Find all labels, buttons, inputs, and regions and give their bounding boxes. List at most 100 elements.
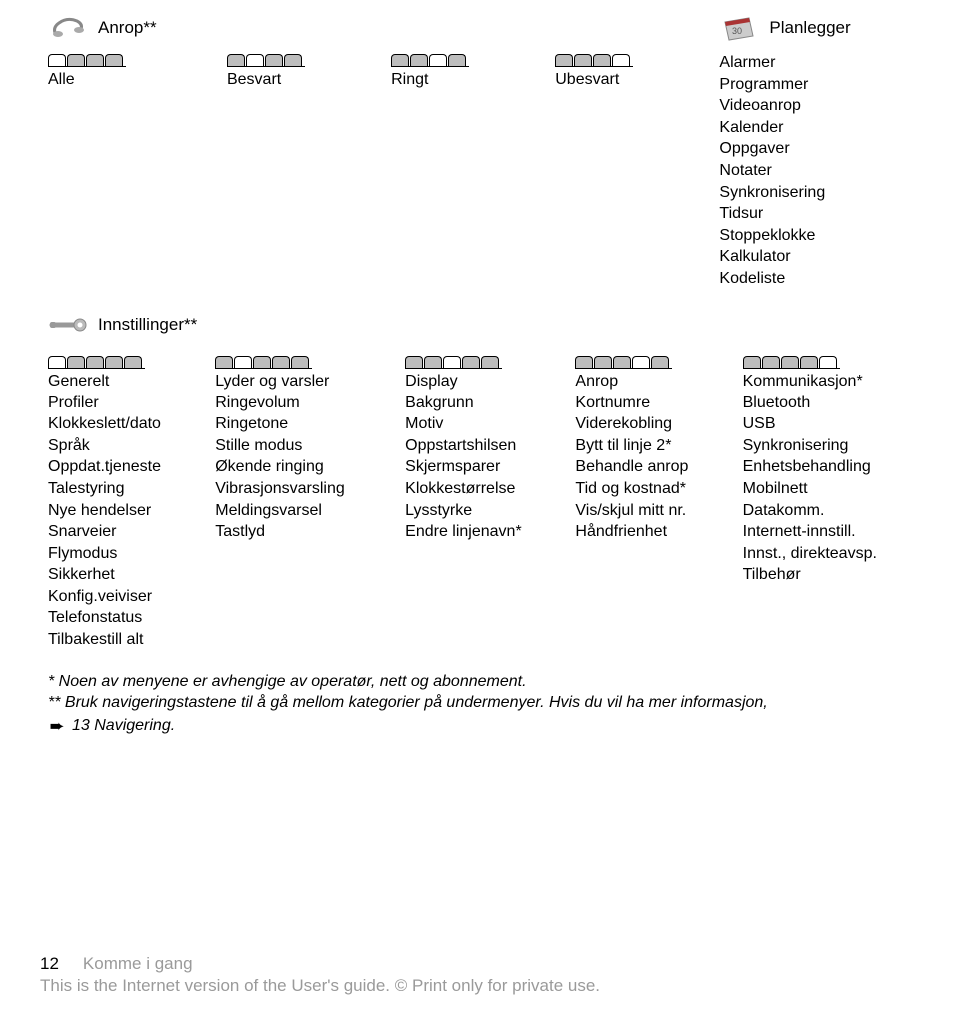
tab-label-besvart: Besvart [227,71,375,89]
tab-indicator-s3 [405,356,559,369]
col-heading: Kommunikasjon* [743,373,912,391]
tab-indicator-2 [227,54,375,67]
footnote-1: * Noen av menyene er avhengige av operat… [48,671,912,693]
list-item: Ringevolum [215,392,389,414]
list-item: Viderekobling [575,413,726,435]
calls-col-2: Besvart [219,8,383,290]
tab-label-ubesvart: Ubesvart [555,71,703,89]
list-item: Konfig.veiviser [48,586,199,608]
calls-title: Anrop** [98,18,157,38]
settings-columns: Generelt Profiler Klokkeslett/dato Språk… [40,350,920,651]
top-section: Anrop** Alle [40,8,920,290]
tab-label-alle: Alle [48,71,211,89]
list-item: Innst., direkteavsp. [743,543,912,565]
list-item: Kalkulator [719,246,912,268]
list-item: Håndfrienhet [575,521,726,543]
list-item: Profiler [48,392,199,414]
list-item: Stoppeklokke [719,225,912,247]
list-item: Internett-innstill. [743,521,912,543]
list-item: Mobilnett [743,478,912,500]
list-item: Talestyring [48,478,199,500]
list-item: Snarveier [48,521,199,543]
tab-indicator-s1 [48,356,199,369]
settings-title: Innstillinger** [98,315,197,335]
list-item: Språk [48,435,199,457]
list-item: Tilbakestill alt [48,629,199,651]
planner-list: Alarmer Programmer Videoanrop Kalender O… [719,52,912,290]
settings-header: Innstillinger** [48,308,920,342]
arrow-right-icon: ➨ [48,714,66,738]
settings-col-3: Display Bakgrunn Motiv Oppstartshilsen S… [397,350,567,651]
tab-label-ringt: Ringt [391,71,539,89]
list-item: Datakomm. [743,500,912,522]
settings-col-4: Anrop Kortnumre Viderekobling Bytt til l… [567,350,734,651]
list-item: Tidsur [719,203,912,225]
list-item: Oppstartshilsen [405,435,559,457]
list-item: Nye hendelser [48,500,199,522]
tab-indicator-s5 [743,356,912,369]
list-item: Oppdat.tjeneste [48,456,199,478]
list-item: USB [743,413,912,435]
settings-section: Innstillinger** Generelt Profiler Klokke… [40,308,920,651]
wrench-icon [48,308,88,342]
list-item: Kodeliste [719,268,912,290]
tab-indicator-3 [391,54,539,67]
tab-indicator-s2 [215,356,389,369]
list-item: Kortnumre [575,392,726,414]
list-item: Sikkerhet [48,564,199,586]
col-heading: Display [405,373,559,391]
list-item: Økende ringing [215,456,389,478]
list-item: Enhetsbehandling [743,456,912,478]
list-item: Skjermsparer [405,456,559,478]
list-item: Videoanrop [719,95,912,117]
list-item: Klokkeslett/dato [48,413,199,435]
list-item: Alarmer [719,52,912,74]
list-item: Programmer [719,74,912,96]
list-item: Oppgaver [719,138,912,160]
list-item: Behandle anrop [575,456,726,478]
footer-section-title: Komme i gang [83,954,193,974]
calls-col-1: Anrop** Alle [40,8,219,290]
col-heading: Lyder og varsler [215,373,389,391]
tab-indicator-s4 [575,356,726,369]
calendar-icon: 30 [719,11,759,45]
footnote-3-text: 13 Navigering. [72,715,175,737]
phone-icon [48,11,88,45]
list-item: Stille modus [215,435,389,457]
col-heading: Anrop [575,373,726,391]
planner-title: Planlegger [769,18,850,38]
list-item: Klokkestørrelse [405,478,559,500]
svg-text:30: 30 [732,26,742,36]
list-item: Tilbehør [743,564,912,586]
calls-col-4: Ubesvart [547,8,711,290]
col-heading: Generelt [48,373,199,391]
list-item: Tid og kostnad* [575,478,726,500]
settings-col-2: Lyder og varsler Ringevolum Ringetone St… [207,350,397,651]
list-item: Bakgrunn [405,392,559,414]
list-item: Motiv [405,413,559,435]
list-item: Kalender [719,117,912,139]
list-item: Synkronisering [719,182,912,204]
footer-note: This is the Internet version of the User… [40,976,920,996]
list-item: Meldingsvarsel [215,500,389,522]
settings-col-1: Generelt Profiler Klokkeslett/dato Språk… [40,350,207,651]
list-item: Lysstyrke [405,500,559,522]
footnote-3: ➨ 13 Navigering. [48,714,912,738]
page-footer: 12 Komme i gang This is the Internet ver… [40,954,920,996]
tab-indicator-1 [48,54,211,67]
list-item: Vis/skjul mitt nr. [575,500,726,522]
list-item: Vibrasjonsvarsling [215,478,389,500]
list-item: Flymodus [48,543,199,565]
page-number: 12 [40,954,59,974]
settings-col-5: Kommunikasjon* Bluetooth USB Synkroniser… [735,350,920,651]
list-item: Endre linjenavn* [405,521,559,543]
footnote-2: ** Bruk navigeringstastene til å gå mell… [48,692,912,714]
list-item: Bluetooth [743,392,912,414]
footnotes: * Noen av menyene er avhengige av operat… [40,671,920,738]
list-item: Tastlyd [215,521,389,543]
list-item: Ringetone [215,413,389,435]
calls-header: Anrop** [48,8,211,48]
list-item: Notater [719,160,912,182]
list-item: Synkronisering [743,435,912,457]
tab-indicator-4 [555,54,703,67]
